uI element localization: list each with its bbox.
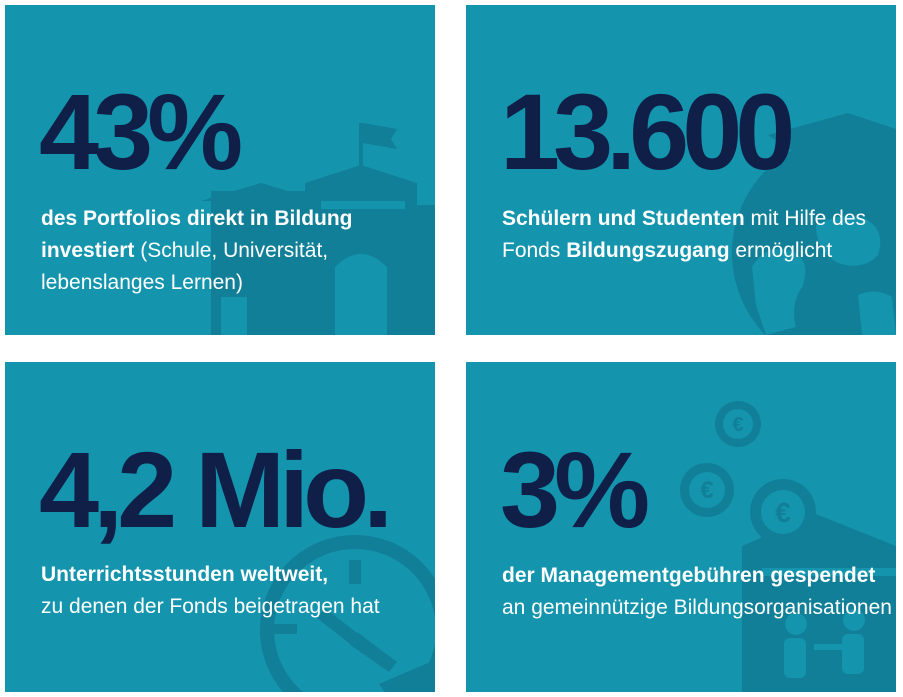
stat-tile-students: 13.600 Schülern und Studenten mit Hilfe … — [466, 5, 896, 335]
stat-value: 43% — [39, 71, 243, 192]
stat-tile-lessons: 4,2 Mio. Unterrichtsstunden weltweit, zu … — [5, 362, 435, 692]
caption-bold: Schülern und Studenten — [502, 207, 745, 230]
caption-text: an gemeinnützige Bildungsorganisationen — [502, 596, 892, 619]
stat-tile-portfolio: 43% des Portfolios direkt in Bildung inv… — [5, 5, 435, 335]
stat-caption: der Managementgebühren gespendet an geme… — [502, 560, 892, 624]
caption-text: (Schule, Universität, lebenslanges Lerne… — [41, 239, 329, 294]
stat-caption: des Portfolios direkt in Bildung investi… — [41, 203, 431, 299]
caption-bold-2: Bildungszugang — [566, 239, 730, 262]
stat-value: 3% — [500, 429, 650, 550]
stat-value: 4,2 Mio. — [39, 429, 393, 550]
caption-text: zu denen der Fonds beigetragen hat — [41, 595, 380, 618]
caption-bold: der Managementgebühren gespendet — [502, 564, 876, 587]
euro-icon: € — [700, 477, 713, 504]
school-building-icon — [201, 123, 435, 335]
euro-coins-classroom-icon: € € € — [680, 401, 896, 692]
stat-caption: Schülern und Studenten mit Hilfe des Fon… — [502, 203, 892, 267]
caption-bold: des Portfolios direkt in Bildung investi… — [41, 207, 353, 262]
stat-tile-fees: € € € 3% der Managementgebühren gespende… — [466, 362, 896, 692]
globe-graduation-cap-icon — [732, 113, 896, 335]
euro-icon: € — [732, 414, 743, 436]
stat-caption: Unterrichtsstunden weltweit, zu denen der… — [41, 559, 431, 623]
clock-book-icon — [260, 535, 435, 692]
stat-value: 13.600 — [500, 71, 795, 192]
caption-bold: Unterrichtsstunden weltweit, — [41, 563, 329, 586]
euro-icon: € — [775, 497, 791, 528]
caption-text-2: ermöglicht — [729, 239, 833, 262]
caption-text: mit Hilfe des Fonds — [502, 207, 867, 262]
